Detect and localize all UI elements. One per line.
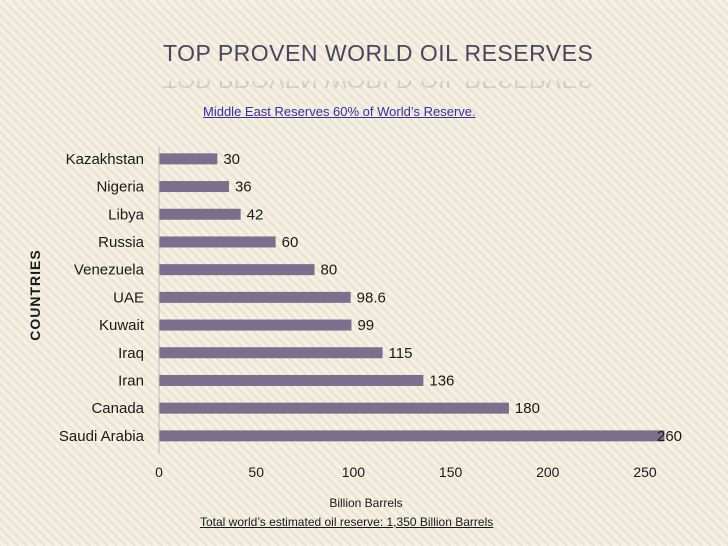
category-label: Kuwait [99, 317, 145, 334]
bar [159, 208, 241, 220]
data-label: 180 [515, 400, 540, 417]
category-label: Russia [98, 234, 145, 251]
total-reserve-note: Total world’s estimated oil reserve: 1,3… [200, 515, 494, 529]
bar [159, 319, 352, 331]
x-axis-title: Billion Barrels [329, 496, 402, 510]
x-tick-label: 0 [155, 464, 163, 480]
bar [159, 402, 509, 414]
data-label: 99 [357, 317, 374, 334]
category-label: Iraq [118, 345, 144, 362]
data-label: 115 [389, 345, 413, 362]
bar [159, 264, 315, 276]
data-label: 260 [657, 428, 682, 445]
bar [159, 374, 424, 386]
x-tick-label: 100 [342, 464, 366, 480]
chart-subtitle: Middle East Reserves 60% of World’s Rese… [203, 104, 476, 119]
data-label: 42 [247, 206, 264, 223]
x-tick-label: 150 [439, 464, 463, 480]
category-label: Nigeria [96, 179, 144, 196]
data-label: 60 [282, 234, 299, 251]
category-label: Libya [108, 206, 145, 223]
category-label: Iran [118, 372, 144, 389]
data-label: 36 [235, 179, 252, 196]
bar [159, 236, 276, 248]
category-label: UAE [113, 289, 144, 306]
x-tick-label: 250 [633, 464, 657, 480]
category-label: Kazakhstan [66, 151, 144, 168]
data-label: 80 [321, 262, 338, 279]
bar [159, 291, 351, 303]
y-axis-title: COUNTRIES [27, 249, 43, 340]
category-label: Canada [91, 400, 144, 417]
bar [159, 430, 665, 442]
bar [159, 347, 383, 359]
category-label: Saudi Arabia [59, 428, 145, 445]
bar [159, 153, 218, 165]
data-label: 98.6 [357, 289, 386, 306]
data-label: 136 [429, 372, 454, 389]
data-label: 30 [223, 151, 240, 168]
x-tick-label: 200 [536, 464, 560, 480]
slide-title: TOP PROVEN WORLD OIL RESERVES [163, 40, 594, 66]
category-label: Venezuela [74, 262, 145, 279]
x-tick-label: 50 [248, 464, 264, 480]
bar [159, 181, 229, 193]
